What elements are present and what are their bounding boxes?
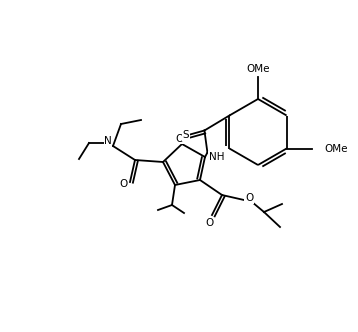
Text: NH: NH — [209, 151, 224, 161]
Text: OMe: OMe — [325, 143, 348, 153]
Text: S: S — [183, 130, 189, 140]
Text: O: O — [119, 179, 127, 189]
Text: O: O — [205, 218, 213, 228]
Text: N: N — [104, 136, 112, 146]
Text: OMe: OMe — [246, 64, 270, 74]
Text: O: O — [175, 133, 184, 143]
Text: O: O — [245, 193, 253, 203]
